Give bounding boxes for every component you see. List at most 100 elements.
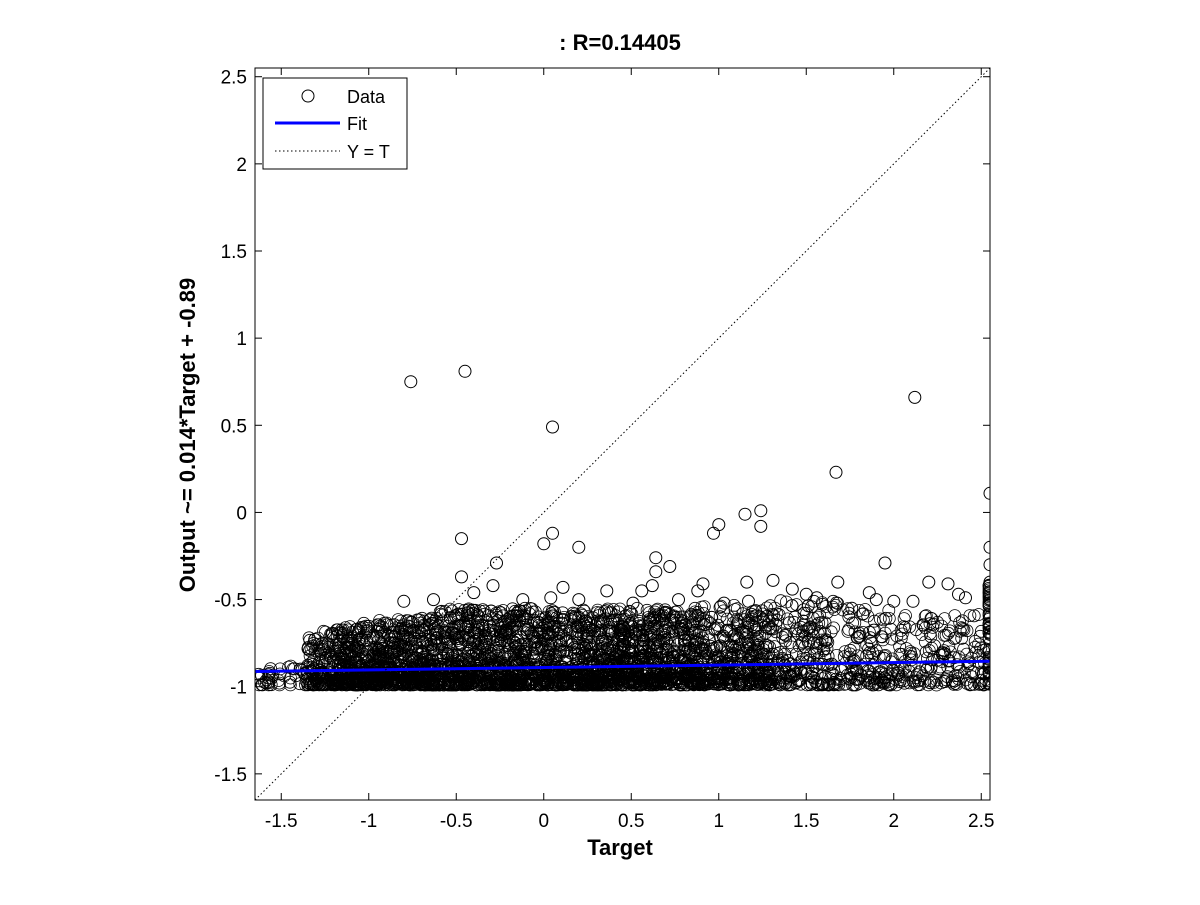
data-point <box>298 678 312 692</box>
data-point <box>408 654 422 667</box>
data-point <box>589 675 603 689</box>
data-point <box>858 603 872 616</box>
fit-line <box>255 659 990 674</box>
data-point <box>667 650 681 664</box>
data-point <box>375 642 389 656</box>
legend-fit-label: Fit <box>347 114 367 134</box>
data-point <box>967 609 981 623</box>
legend-data-marker <box>301 89 315 103</box>
data-point <box>534 657 548 671</box>
data-point <box>476 677 489 691</box>
data-point <box>923 676 937 689</box>
data-point <box>983 610 990 624</box>
data-point <box>797 606 811 620</box>
data-point <box>376 655 390 669</box>
data-point <box>644 620 658 634</box>
legend: Data Fit Y = T <box>262 77 408 170</box>
data-point <box>746 644 760 658</box>
data-point <box>415 626 428 640</box>
data-point <box>683 634 696 648</box>
data-point <box>569 619 583 632</box>
data-point <box>443 611 457 624</box>
data-point <box>906 594 920 608</box>
data-point <box>812 616 826 630</box>
data-point <box>645 627 659 640</box>
data-point <box>876 633 890 647</box>
data-point <box>959 591 972 605</box>
data-point <box>796 635 810 649</box>
data-point <box>794 677 808 691</box>
data-point <box>503 611 517 624</box>
data-point <box>451 634 465 647</box>
data-point <box>440 634 454 648</box>
data-point <box>539 627 553 641</box>
data-point <box>810 646 824 660</box>
data-point <box>516 593 530 607</box>
data-point <box>523 678 536 691</box>
data-point <box>753 678 767 691</box>
data-point <box>489 608 503 622</box>
data-point <box>492 605 506 619</box>
data-point <box>414 653 428 666</box>
data-point <box>824 625 838 639</box>
x-tick-label: 2.5 <box>968 811 994 832</box>
data-point <box>800 678 814 692</box>
data-point <box>766 573 780 587</box>
data-point <box>377 666 391 679</box>
data-point <box>843 673 857 686</box>
data-point <box>366 672 380 685</box>
data-point <box>909 671 923 684</box>
data-point <box>343 620 357 633</box>
data-point <box>713 630 727 644</box>
data-point <box>860 638 874 652</box>
data-point <box>626 596 640 610</box>
data-point <box>979 673 990 686</box>
data-point <box>539 610 553 624</box>
data-point <box>391 613 405 626</box>
data-point <box>465 676 479 690</box>
data-point <box>765 608 779 621</box>
data-point <box>612 650 626 664</box>
data-point <box>975 624 988 638</box>
data-point <box>507 635 521 649</box>
data-point <box>649 565 663 579</box>
data-point <box>428 672 442 686</box>
data-point <box>905 653 918 667</box>
data-point <box>675 663 688 676</box>
data-point <box>948 609 962 622</box>
data-point <box>785 582 799 596</box>
y-axis-title: Output ~= 0.014*Target + -0.89 <box>175 278 200 592</box>
data-point <box>863 646 876 660</box>
data-point <box>342 633 356 647</box>
data-point <box>433 653 447 667</box>
data-point <box>712 518 726 532</box>
data-point <box>471 623 485 637</box>
data-point <box>572 540 586 554</box>
data-point <box>514 678 528 692</box>
data-point <box>394 614 408 628</box>
data-point <box>455 629 469 643</box>
data-point <box>441 645 455 658</box>
data-point <box>312 641 326 655</box>
data-point <box>845 601 859 615</box>
data-point <box>660 649 674 663</box>
data-point <box>806 670 819 684</box>
data-point <box>899 609 912 622</box>
data-point <box>399 661 413 675</box>
data-point <box>788 610 802 624</box>
x-tick-label: -1 <box>360 811 377 832</box>
data-point <box>392 654 406 667</box>
data-point <box>664 657 678 671</box>
data-point <box>496 609 510 623</box>
data-point <box>714 599 728 613</box>
data-point <box>827 621 840 635</box>
data-point <box>908 390 922 404</box>
data-point <box>428 614 442 628</box>
data-point <box>444 611 458 625</box>
data-point <box>683 642 697 655</box>
data-point <box>650 642 664 656</box>
data-point <box>742 594 755 608</box>
data-point <box>767 608 780 622</box>
data-point <box>787 615 801 629</box>
data-point <box>763 640 776 654</box>
